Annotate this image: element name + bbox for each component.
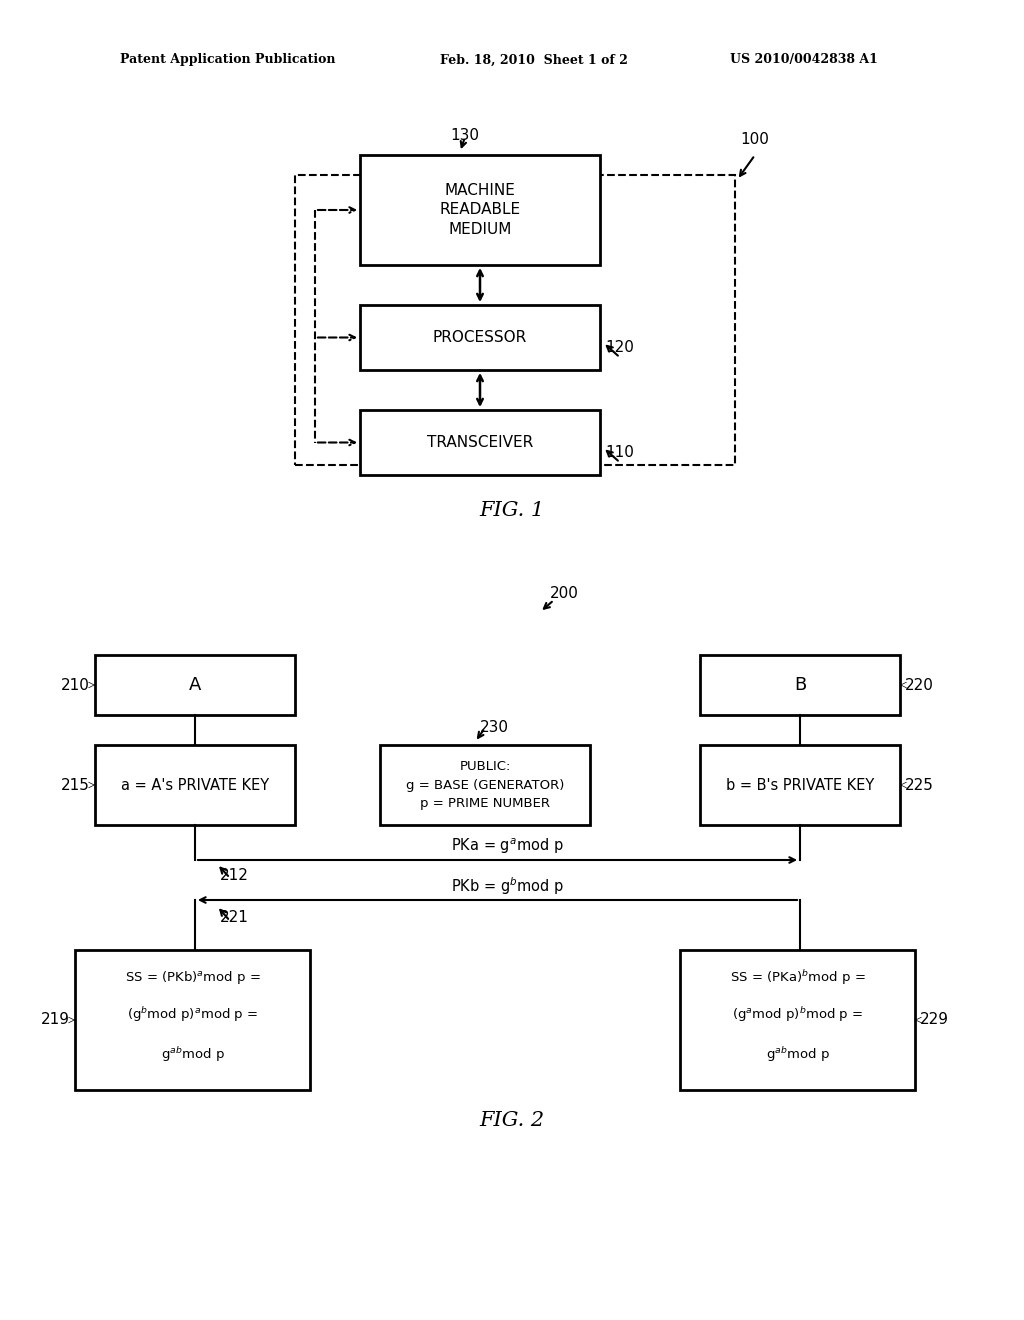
- Text: b = B's PRIVATE KEY: b = B's PRIVATE KEY: [726, 777, 874, 792]
- Text: 100: 100: [740, 132, 769, 148]
- Text: 221: 221: [220, 911, 249, 925]
- Bar: [295, 176, 735, 465]
- Text: MACHINE
READABLE
MEDIUM: MACHINE READABLE MEDIUM: [439, 182, 520, 238]
- Bar: [360, 411, 600, 475]
- Text: SS = (PKb)$^a$mod p =: SS = (PKb)$^a$mod p =: [125, 969, 260, 986]
- Text: 215: 215: [61, 777, 90, 792]
- Text: (g$^a$mod p)$^b$mod p =: (g$^a$mod p)$^b$mod p =: [732, 1006, 863, 1024]
- Text: FIG. 1: FIG. 1: [479, 500, 545, 520]
- Text: (g$^b$mod p)$^a$mod p =: (g$^b$mod p)$^a$mod p =: [127, 1006, 258, 1024]
- Text: PKb = g$^b$mod p: PKb = g$^b$mod p: [451, 875, 564, 896]
- Text: FIG. 2: FIG. 2: [479, 1110, 545, 1130]
- Bar: [700, 744, 900, 825]
- Text: 219: 219: [41, 1012, 70, 1027]
- Bar: [680, 950, 915, 1090]
- Bar: [700, 655, 900, 715]
- Bar: [360, 305, 600, 370]
- Bar: [95, 744, 295, 825]
- Text: 200: 200: [550, 586, 579, 601]
- Text: PKa = g$^a$mod p: PKa = g$^a$mod p: [452, 836, 564, 855]
- Text: 210: 210: [61, 677, 90, 693]
- Text: a = A's PRIVATE KEY: a = A's PRIVATE KEY: [121, 777, 269, 792]
- Text: 230: 230: [480, 719, 509, 734]
- Text: 120: 120: [605, 341, 634, 355]
- Text: 229: 229: [920, 1012, 949, 1027]
- Text: 225: 225: [905, 777, 934, 792]
- Text: Patent Application Publication: Patent Application Publication: [120, 54, 336, 66]
- Text: 212: 212: [220, 867, 249, 883]
- Text: g$^{ab}$mod p: g$^{ab}$mod p: [766, 1045, 829, 1064]
- Text: 220: 220: [905, 677, 934, 693]
- Bar: [95, 655, 295, 715]
- Text: PROCESSOR: PROCESSOR: [433, 330, 527, 345]
- Bar: [380, 744, 590, 825]
- Text: A: A: [188, 676, 201, 694]
- Text: Feb. 18, 2010  Sheet 1 of 2: Feb. 18, 2010 Sheet 1 of 2: [440, 54, 628, 66]
- Bar: [360, 154, 600, 265]
- Text: SS = (PKa)$^b$mod p =: SS = (PKa)$^b$mod p =: [730, 969, 865, 987]
- Bar: [75, 950, 310, 1090]
- Text: 130: 130: [450, 128, 479, 143]
- Text: B: B: [794, 676, 806, 694]
- Text: US 2010/0042838 A1: US 2010/0042838 A1: [730, 54, 878, 66]
- Text: g$^{ab}$mod p: g$^{ab}$mod p: [161, 1045, 224, 1064]
- Text: TRANSCEIVER: TRANSCEIVER: [427, 436, 534, 450]
- Text: PUBLIC:
g = BASE (GENERATOR)
p = PRIME NUMBER: PUBLIC: g = BASE (GENERATOR) p = PRIME N…: [406, 760, 564, 809]
- Text: 110: 110: [605, 445, 634, 459]
